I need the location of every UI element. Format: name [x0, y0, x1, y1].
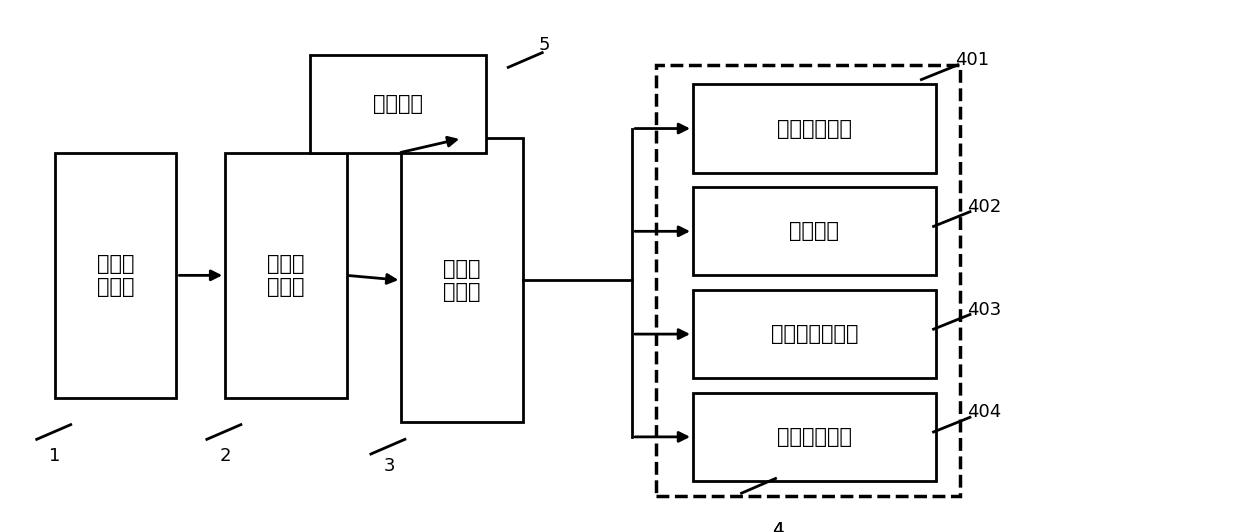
Text: 喇叭系统: 喇叭系统 — [790, 221, 839, 242]
Text: 危险判
断单元: 危险判 断单元 — [267, 254, 305, 297]
Bar — [693, 393, 936, 481]
Bar — [693, 290, 936, 378]
Text: 401: 401 — [955, 51, 990, 69]
Text: 仪表控制单元: 仪表控制单元 — [777, 119, 852, 138]
Text: 环境感
知单元: 环境感 知单元 — [97, 254, 134, 297]
Bar — [693, 187, 936, 276]
Text: 电子控
制单元: 电子控 制单元 — [443, 259, 481, 302]
Text: 4: 4 — [773, 521, 784, 532]
Text: 403: 403 — [967, 301, 1002, 319]
Text: 制动机构执行器: 制动机构执行器 — [771, 324, 858, 344]
Bar — [402, 138, 523, 422]
Text: 5: 5 — [539, 36, 551, 54]
Text: 402: 402 — [967, 198, 1002, 216]
Text: 404: 404 — [967, 403, 1002, 421]
Bar — [55, 153, 176, 398]
Text: 4: 4 — [773, 521, 784, 532]
Bar — [693, 85, 936, 172]
Bar — [310, 55, 486, 153]
Text: 踏板单元: 踏板单元 — [373, 94, 423, 114]
Text: 3: 3 — [383, 457, 394, 475]
Bar — [224, 153, 346, 398]
Text: 1: 1 — [50, 447, 61, 466]
Bar — [656, 65, 960, 496]
Text: 发动机控制器: 发动机控制器 — [777, 427, 852, 447]
Text: 2: 2 — [219, 447, 231, 466]
